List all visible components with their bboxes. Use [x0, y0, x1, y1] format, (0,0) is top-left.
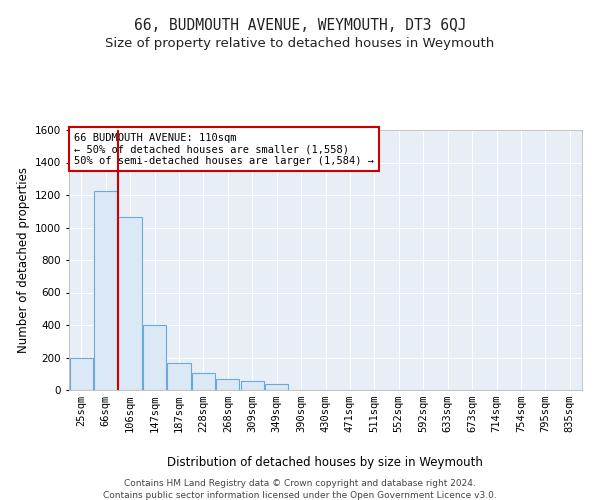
Y-axis label: Number of detached properties: Number of detached properties	[17, 167, 29, 353]
Text: 66 BUDMOUTH AVENUE: 110sqm
← 50% of detached houses are smaller (1,558)
50% of s: 66 BUDMOUTH AVENUE: 110sqm ← 50% of deta…	[74, 132, 374, 166]
Text: Contains HM Land Registry data © Crown copyright and database right 2024.: Contains HM Land Registry data © Crown c…	[124, 480, 476, 488]
Bar	[265, 384, 288, 390]
Bar	[241, 381, 264, 390]
Bar	[192, 373, 215, 390]
Bar	[216, 378, 239, 390]
Text: Size of property relative to detached houses in Weymouth: Size of property relative to detached ho…	[106, 38, 494, 51]
Text: 66, BUDMOUTH AVENUE, WEYMOUTH, DT3 6QJ: 66, BUDMOUTH AVENUE, WEYMOUTH, DT3 6QJ	[134, 18, 466, 32]
Bar	[118, 217, 142, 390]
Text: Distribution of detached houses by size in Weymouth: Distribution of detached houses by size …	[167, 456, 483, 469]
Bar	[70, 358, 93, 390]
Text: Contains public sector information licensed under the Open Government Licence v3: Contains public sector information licen…	[103, 490, 497, 500]
Bar	[143, 325, 166, 390]
Bar	[94, 191, 117, 390]
Bar	[167, 363, 191, 390]
